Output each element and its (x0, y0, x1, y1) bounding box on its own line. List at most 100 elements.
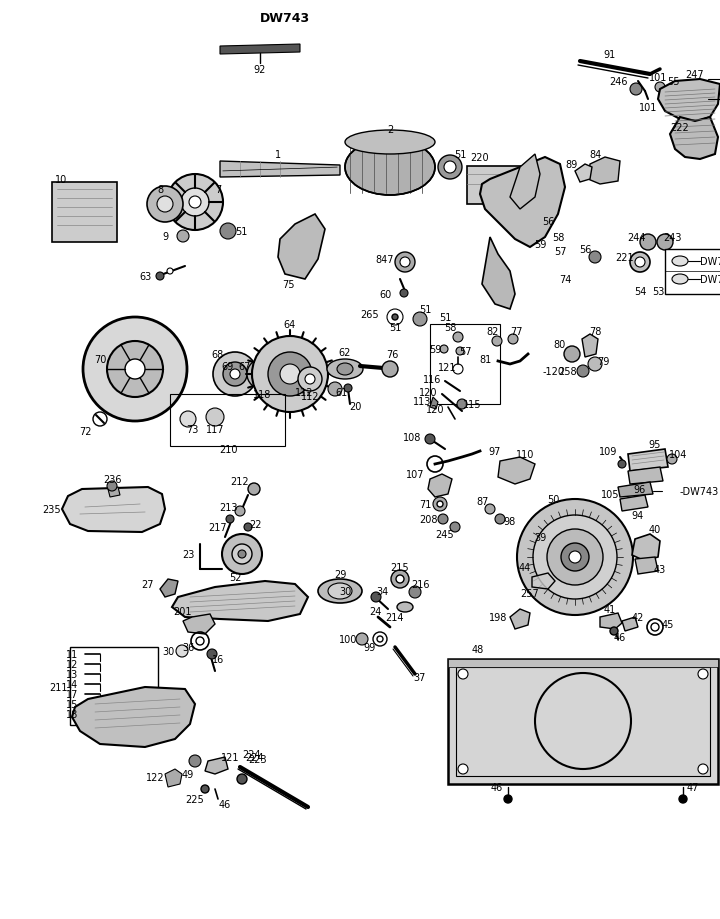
Polygon shape (658, 80, 720, 122)
Polygon shape (220, 162, 340, 177)
Text: 72: 72 (78, 426, 91, 437)
Circle shape (400, 257, 410, 267)
Circle shape (456, 347, 464, 356)
Circle shape (147, 187, 183, 222)
Polygon shape (62, 487, 165, 532)
Circle shape (107, 482, 117, 492)
Circle shape (409, 586, 421, 598)
Circle shape (382, 361, 398, 378)
Text: 68: 68 (212, 349, 224, 359)
Text: 89: 89 (566, 160, 578, 170)
Circle shape (438, 515, 448, 525)
Text: 36: 36 (182, 642, 194, 652)
Text: 24: 24 (369, 607, 381, 617)
Circle shape (298, 368, 322, 391)
Text: DW743: DW743 (700, 256, 720, 267)
Text: 236: 236 (103, 474, 121, 484)
Text: 104: 104 (669, 449, 687, 460)
Circle shape (247, 359, 277, 390)
Circle shape (440, 346, 448, 354)
Polygon shape (428, 474, 452, 497)
Bar (448, 659, 718, 667)
Text: 211: 211 (49, 682, 67, 692)
Circle shape (492, 336, 502, 346)
Text: 245: 245 (436, 529, 454, 539)
Circle shape (433, 497, 447, 512)
Circle shape (437, 502, 443, 507)
Circle shape (392, 314, 398, 321)
Text: 18: 18 (66, 709, 78, 720)
Polygon shape (670, 118, 718, 160)
Text: DW743: DW743 (260, 11, 310, 25)
Polygon shape (532, 573, 555, 589)
Text: 46: 46 (491, 782, 503, 792)
Circle shape (255, 368, 269, 381)
Circle shape (504, 795, 512, 803)
Circle shape (457, 400, 467, 410)
Text: 58: 58 (444, 323, 456, 333)
Circle shape (189, 755, 201, 767)
Text: 46: 46 (219, 800, 231, 809)
Text: 201: 201 (173, 607, 192, 617)
Circle shape (328, 382, 342, 397)
Circle shape (238, 550, 246, 559)
Circle shape (577, 366, 589, 378)
Circle shape (235, 506, 245, 516)
Text: 9: 9 (162, 232, 168, 242)
Text: 69: 69 (222, 361, 234, 371)
Circle shape (223, 363, 247, 387)
Circle shape (248, 483, 260, 495)
Text: 235: 235 (42, 505, 61, 515)
Text: 59: 59 (429, 345, 441, 355)
Text: 94: 94 (632, 510, 644, 520)
Ellipse shape (337, 364, 353, 376)
Circle shape (176, 645, 188, 657)
Text: 39: 39 (534, 532, 546, 542)
Text: 50: 50 (546, 494, 559, 505)
Text: 37: 37 (414, 673, 426, 682)
Circle shape (244, 524, 252, 531)
Circle shape (635, 257, 645, 267)
Text: 82: 82 (487, 326, 499, 336)
Text: 247: 247 (685, 70, 704, 80)
Text: 84: 84 (589, 150, 601, 160)
Text: 52: 52 (229, 573, 241, 583)
Text: 27: 27 (142, 579, 154, 589)
Text: 212: 212 (230, 476, 249, 486)
Circle shape (458, 765, 468, 774)
Circle shape (508, 335, 518, 345)
Ellipse shape (395, 253, 415, 273)
Circle shape (564, 346, 580, 363)
Text: 23: 23 (182, 550, 194, 560)
Text: 59: 59 (534, 240, 546, 250)
Circle shape (400, 289, 408, 298)
Text: 44: 44 (519, 562, 531, 573)
Circle shape (444, 162, 456, 174)
Circle shape (651, 623, 659, 631)
Circle shape (206, 409, 224, 426)
Polygon shape (183, 614, 215, 634)
Text: 101: 101 (639, 103, 657, 113)
Circle shape (371, 593, 381, 602)
Text: 41: 41 (604, 605, 616, 614)
Text: 13: 13 (66, 669, 78, 679)
Circle shape (698, 765, 708, 774)
Polygon shape (172, 582, 308, 621)
Text: 105: 105 (600, 490, 619, 499)
Text: 51: 51 (419, 305, 431, 314)
Circle shape (93, 413, 107, 426)
Text: 51: 51 (454, 150, 466, 160)
Text: 81: 81 (479, 355, 491, 365)
Text: 30: 30 (339, 586, 351, 596)
Text: 51: 51 (235, 227, 247, 237)
Text: 30: 30 (162, 646, 174, 656)
Text: 217: 217 (209, 522, 228, 532)
Ellipse shape (327, 359, 363, 380)
Polygon shape (482, 238, 515, 310)
Circle shape (222, 535, 262, 574)
Ellipse shape (345, 130, 435, 154)
Text: 265: 265 (361, 310, 379, 320)
Text: 34: 34 (376, 586, 388, 596)
Text: 57: 57 (554, 246, 566, 256)
Text: 216: 216 (410, 579, 429, 589)
